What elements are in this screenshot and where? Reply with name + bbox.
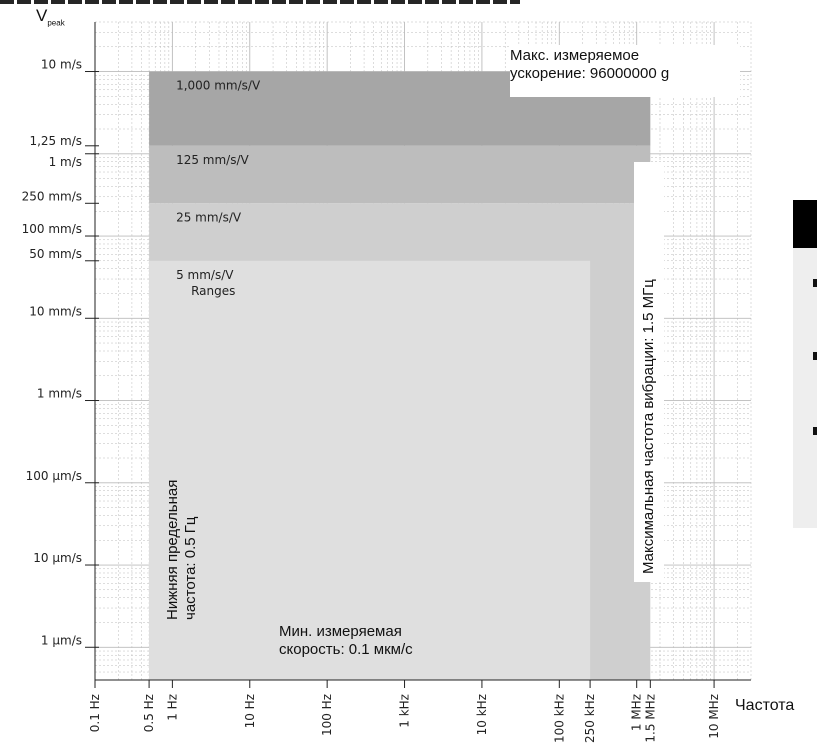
cropped-header xyxy=(0,0,520,14)
y-ticks: 10 m/s 1,25 m/s 1 m/s 250 mm/s 100 mm/s 50 mm… xyxy=(22,58,99,648)
axes xyxy=(94,22,751,681)
min-velocity-line2: скорость: 0.1 мкм/с xyxy=(279,641,413,658)
y-tick-label: 100 mm/s xyxy=(22,222,82,236)
y-tick-label: 50 mm/s xyxy=(29,247,82,261)
x-tick-label: 1.5 MHz xyxy=(643,694,657,743)
y-tick-label: 1 µm/s xyxy=(41,633,82,647)
x-tick-label: 0.5 Hz xyxy=(142,694,156,732)
range-label: 25 mm/s/V xyxy=(176,210,242,224)
x-tick-label: 10 kHz xyxy=(475,694,489,735)
y-tick-label: 1 m/s xyxy=(49,155,82,169)
range-label: 125 mm/s/V xyxy=(176,153,249,167)
x-axis-label: Частота xyxy=(735,696,794,715)
max-freq-box xyxy=(634,162,664,582)
range-label: 1,000 mm/s/V xyxy=(176,79,261,93)
x-tick-label: 0.1 Hz xyxy=(88,694,102,732)
y-axis-symbol-v: V xyxy=(36,6,48,25)
side-panel-marker xyxy=(813,427,817,435)
cropped-side-panel xyxy=(793,248,817,528)
low-freq-line2: частота: 0.5 Гц xyxy=(182,516,199,620)
y-tick-label: 1,25 m/s xyxy=(29,134,82,148)
x-ticks: 0.1 Hz 0.5 Hz 1 Hz 10 Hz 100 Hz 1 kHz 10 kHz 10… xyxy=(88,680,721,743)
max-accel-line2: ускорение: 96000000 g xyxy=(510,65,670,82)
min-velocity-line1: Мин. измеряемая xyxy=(279,623,402,640)
min-velocity-annotation: Мин. измеряемая скорость: 0.1 мкм/с xyxy=(279,623,413,659)
range-sublabel: Ranges xyxy=(191,284,235,298)
x-tick-label: 1 Hz xyxy=(165,694,179,721)
low-freq-annotation: Нижняя предельная частота: 0.5 Гц xyxy=(164,480,200,620)
x-tick-label: 1 MHz xyxy=(630,694,644,731)
y-tick-label: 10 µm/s xyxy=(33,551,82,565)
low-freq-line1: Нижняя предельная xyxy=(164,479,181,620)
range-label: 5 mm/s/V xyxy=(176,268,234,282)
x-tick-label: 100 kHz xyxy=(552,694,566,743)
side-panel-marker xyxy=(813,279,817,287)
range-bands xyxy=(149,71,651,680)
max-freq-text: Максимальная частота вибрации: 1.5 МГц xyxy=(640,279,657,574)
range-labels: 1,000 mm/s/V 125 mm/s/V 25 mm/s/V 5 mm/s/V R… xyxy=(176,79,261,298)
max-freq-annotation: Максимальная частота вибрации: 1.5 МГц xyxy=(640,279,658,574)
band-125-mm-s-v xyxy=(149,145,651,204)
x-tick-label: 100 Hz xyxy=(320,694,334,736)
x-tick-label: 1 kHz xyxy=(398,694,412,728)
x-tick-label: 10 Hz xyxy=(243,694,257,728)
max-accel-annotation: Макс. измеряемое ускорение: 96000000 g xyxy=(510,45,740,97)
cropped-header-text xyxy=(0,0,520,4)
y-axis-symbol: Vpeak xyxy=(36,6,65,28)
y-tick-label: 250 mm/s xyxy=(22,189,82,203)
y-tick-label: 100 µm/s xyxy=(26,469,82,483)
side-panel-marker xyxy=(813,352,817,360)
x-axis-label-text: Частота xyxy=(735,697,795,714)
max-accel-line1: Макс. измеряемое xyxy=(510,47,640,64)
y-axis-symbol-sub: peak xyxy=(47,18,65,28)
y-tick-label: 10 m/s xyxy=(41,58,82,72)
x-tick-label: 10 MHz xyxy=(707,694,721,739)
x-tick-label: 250 kHz xyxy=(583,694,597,743)
y-tick-label: 1 mm/s xyxy=(37,387,82,401)
cropped-side-panel-header xyxy=(793,200,817,248)
y-tick-label: 10 mm/s xyxy=(29,304,82,318)
band-5-mm-s-v xyxy=(149,260,591,680)
